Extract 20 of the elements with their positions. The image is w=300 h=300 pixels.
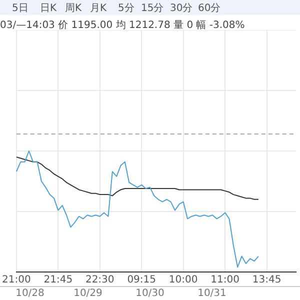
text: 30分 [170,2,193,15]
text: 10/29 [74,288,102,299]
x-tick-label: 21:45 [44,274,73,286]
x-tick-label: 13:45 [252,274,282,286]
x-tick-label: 10:00 [168,274,198,286]
text: 10/30 [136,288,164,299]
text: 周K [65,2,82,15]
text: 60分 [198,2,221,15]
x-tick-label: 09:15 [127,274,156,286]
text: 10/28 [16,288,44,299]
x-tick-label: 22:30 [85,274,114,286]
text: 5分 [118,2,134,15]
text: 15分 [141,2,164,15]
text: 日K [40,2,57,15]
text: 5日 [12,2,28,15]
text: 月K [90,2,107,15]
chart-title: 03/—14:03 价 1195.00 均 1212.78 量 0 幅 -3.08% [0,19,245,32]
x-tick-label: 11:00 [210,274,240,286]
text: 10/31 [198,288,226,299]
x-tick-label: 21:00 [2,274,31,286]
